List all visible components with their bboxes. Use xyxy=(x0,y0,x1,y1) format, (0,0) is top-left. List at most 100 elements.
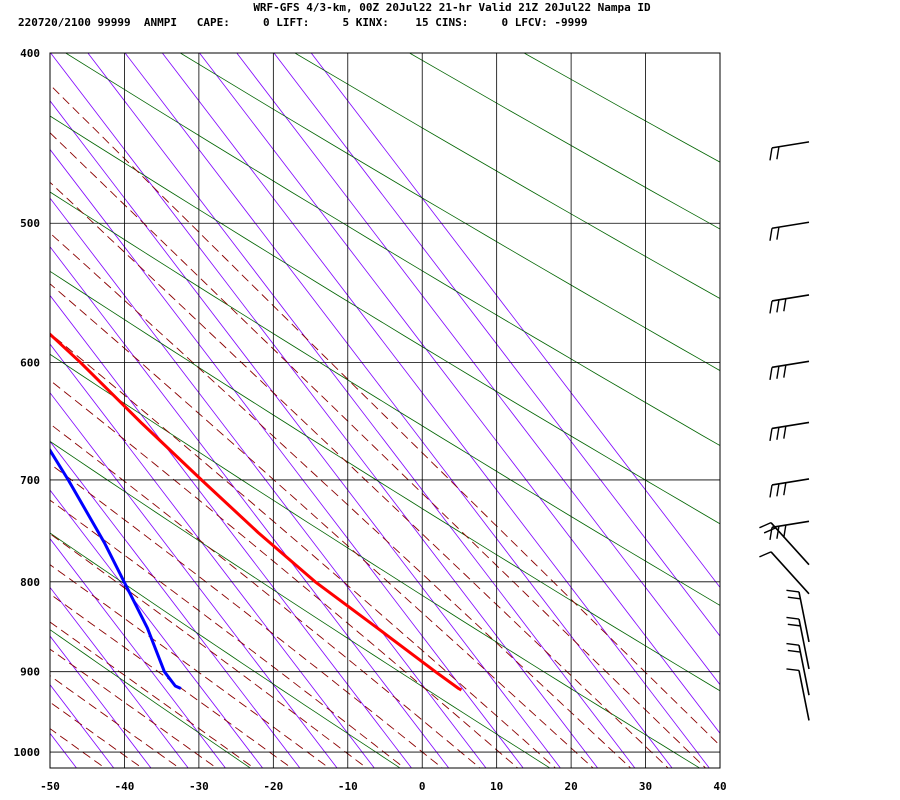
wind-barb-staff xyxy=(770,551,810,595)
dry-adiabat-line xyxy=(50,532,401,768)
wind-barb-staff xyxy=(771,221,810,230)
moist-adiabat-line xyxy=(50,423,481,768)
moist-adiabat-line xyxy=(50,181,669,768)
wind-barb-staff xyxy=(771,294,810,302)
wind-barb-staff xyxy=(771,360,810,369)
moist-adiabat-line xyxy=(50,332,557,768)
wind-barb-staff xyxy=(771,478,810,486)
profile-lines xyxy=(50,332,463,692)
wind-barb xyxy=(769,520,810,540)
wind-barb xyxy=(769,360,810,380)
moist-adiabat-line xyxy=(50,564,330,768)
wind-barb-feather xyxy=(783,364,787,378)
y-tick-label: 500 xyxy=(20,217,40,230)
moist-adiabat-line xyxy=(50,84,720,747)
isotherm-line xyxy=(50,489,264,768)
wind-barb-feather xyxy=(783,426,787,439)
x-tick-label: 40 xyxy=(713,780,726,793)
moist-adiabat-line xyxy=(50,675,181,768)
wind-barb xyxy=(759,522,810,566)
dry-adiabat-line xyxy=(294,53,720,299)
wind-barb-feather xyxy=(769,228,773,241)
dry-adiabat-line xyxy=(50,270,720,692)
moist-adiabat-line xyxy=(50,648,218,768)
wind-barb-staff xyxy=(771,421,810,430)
wind-barb-staff xyxy=(771,141,810,149)
wind-barb-feather xyxy=(769,428,773,442)
wind-barb-staff xyxy=(798,645,810,696)
wind-barb-feather xyxy=(769,484,773,498)
wind-barb-feather xyxy=(763,527,776,534)
wind-barb-feather xyxy=(776,526,780,539)
dry-adiabat-line xyxy=(180,53,720,372)
isotherm-line xyxy=(50,53,599,768)
wind-barb-feather xyxy=(776,299,780,313)
x-tick-label: -30 xyxy=(189,780,209,793)
wind-barb-feather xyxy=(783,482,787,496)
wind-barb-staff xyxy=(771,520,810,529)
wind-barb-feather xyxy=(787,623,801,627)
isotherm-line xyxy=(50,197,487,768)
y-tick-label: 400 xyxy=(20,47,40,60)
y-tick-label: 700 xyxy=(20,474,40,487)
isotherm-line xyxy=(236,53,720,686)
dry-adiabat-line xyxy=(523,53,720,163)
dry-adiabat-line xyxy=(50,629,251,768)
x-tick-label: -40 xyxy=(115,780,135,793)
dry-adiabat-line xyxy=(50,115,720,525)
isotherm-line xyxy=(50,440,301,768)
x-tick-label: 0 xyxy=(419,780,426,793)
temperature-profile-line xyxy=(50,332,463,692)
moist-adiabat-line xyxy=(50,621,255,768)
wind-barb-feather xyxy=(786,668,800,672)
isotherm-line xyxy=(273,53,720,637)
x-tick-label: 20 xyxy=(564,780,577,793)
wind-barb-feather xyxy=(769,367,773,380)
wind-barb xyxy=(769,421,810,442)
dry-adiabat-line xyxy=(50,191,720,606)
wind-barb-staff xyxy=(798,670,810,721)
wind-barb-feather xyxy=(769,300,773,314)
dry-adiabat-line xyxy=(50,440,551,768)
dewpoint-profile-line xyxy=(50,447,182,690)
isotherm-line xyxy=(124,53,673,768)
isotherm-line xyxy=(199,53,720,735)
chart-title: WRF-GFS 4/3-km, 00Z 20Jul22 21-hr Valid … xyxy=(253,1,651,14)
y-tick-label: 900 xyxy=(20,666,40,679)
isotherm-line xyxy=(161,53,710,768)
isotherm-line xyxy=(50,586,189,768)
moist-adiabat-line xyxy=(50,283,594,768)
wind-barb-feather xyxy=(776,427,780,440)
moist-adiabat-line xyxy=(50,379,519,768)
wind-barb xyxy=(786,642,810,696)
wind-barb-feather xyxy=(759,551,772,558)
dry-adiabat-line xyxy=(50,353,701,768)
isotherm-line xyxy=(50,732,78,768)
wind-barb-feather xyxy=(769,147,773,161)
moist-adiabat-line xyxy=(50,132,707,768)
isotherm-line xyxy=(310,53,720,589)
wind-barb-feather xyxy=(776,483,780,497)
wind-barb xyxy=(769,141,810,161)
isotherm-line xyxy=(50,392,338,768)
x-tick-label: -20 xyxy=(263,780,283,793)
moist-adiabat-line xyxy=(50,533,368,768)
plot-frame xyxy=(49,52,721,769)
dry-adiabat-line xyxy=(65,53,720,447)
wind-barb-feather xyxy=(783,524,787,538)
x-tick-label: 30 xyxy=(639,780,652,793)
dry-adiabat-line xyxy=(409,53,720,230)
isotherm-line xyxy=(50,246,450,768)
x-tick-label: -10 xyxy=(338,780,358,793)
wind-barb xyxy=(786,616,810,670)
wind-barb xyxy=(786,668,810,721)
background-grid xyxy=(50,53,720,768)
axis-ticks: 400 500 600 700 800 900 1000 -50 -40 -30 -20 -10 0 10… xyxy=(14,47,727,793)
wind-barb-feather xyxy=(786,589,800,593)
wind-barb-staff xyxy=(798,618,810,670)
y-tick-label: 600 xyxy=(20,356,40,369)
isotherm-line xyxy=(50,538,226,768)
moist-adiabat-line xyxy=(50,232,632,768)
wind-barb-feather xyxy=(787,596,801,600)
wind-barb xyxy=(769,294,810,314)
